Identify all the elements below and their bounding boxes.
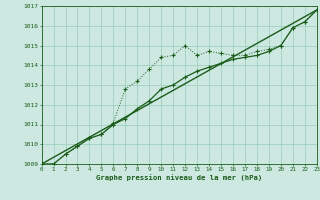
X-axis label: Graphe pression niveau de la mer (hPa): Graphe pression niveau de la mer (hPa) xyxy=(96,174,262,181)
